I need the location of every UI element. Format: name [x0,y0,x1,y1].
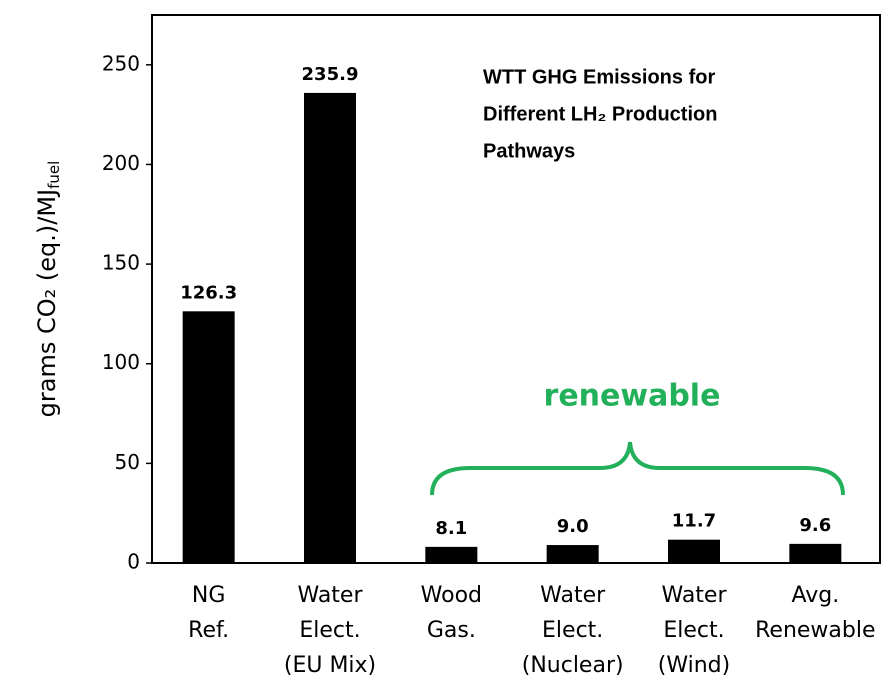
chart-title: Different LH₂ Production [483,103,717,125]
x-tick-label: Water [540,583,606,608]
bar [668,539,720,563]
x-tick-label: Gas. [427,618,476,643]
bar [425,546,478,563]
y-tick-label: 250 [102,51,140,75]
y-tick-label: 50 [115,450,140,474]
x-tick-label: Elect. [299,618,360,643]
y-tick-label: 150 [102,251,140,275]
x-tick-label: Avg. [791,583,839,608]
chart-title: WTT GHG Emissions for [483,66,715,88]
x-tick-label: Elect. [663,618,724,643]
value-label: 9.0 [557,516,589,537]
brace [430,441,845,496]
value-label: 9.6 [799,515,831,536]
x-tick-label: (EU Mix) [284,653,376,678]
bar [789,543,842,563]
chart-title: Pathways [483,140,575,162]
y-tick-label: 200 [102,151,140,175]
y-tick-label: 100 [102,350,140,374]
x-tick-label: Ref. [188,618,229,643]
y-axis-label: grams CO₂ (eq.)/MJfuel [33,161,63,418]
x-tick-label: Elect. [542,618,603,643]
bar [182,311,235,563]
bar [304,92,356,563]
y-label-text: grams CO₂ (eq.)/MJ [33,189,61,417]
plot-frame [151,14,881,564]
x-tick-label: Renewable [755,618,875,643]
x-tick-label: NG [192,583,226,608]
value-label: 235.9 [302,64,359,85]
value-label: 126.3 [180,282,237,303]
x-tick-label: Wood [421,583,482,608]
x-tick-label: Water [297,583,363,608]
y-label-subscript: fuel [45,161,63,189]
x-tick-label: Water [661,583,727,608]
annotation: renewable [544,379,721,414]
value-label: 11.7 [672,511,716,532]
y-tick-label: 0 [127,550,140,574]
x-tick-label: (Nuclear) [522,653,624,678]
x-tick-label: (Wind) [658,653,730,678]
value-label: 8.1 [435,518,467,539]
bar [546,545,599,563]
